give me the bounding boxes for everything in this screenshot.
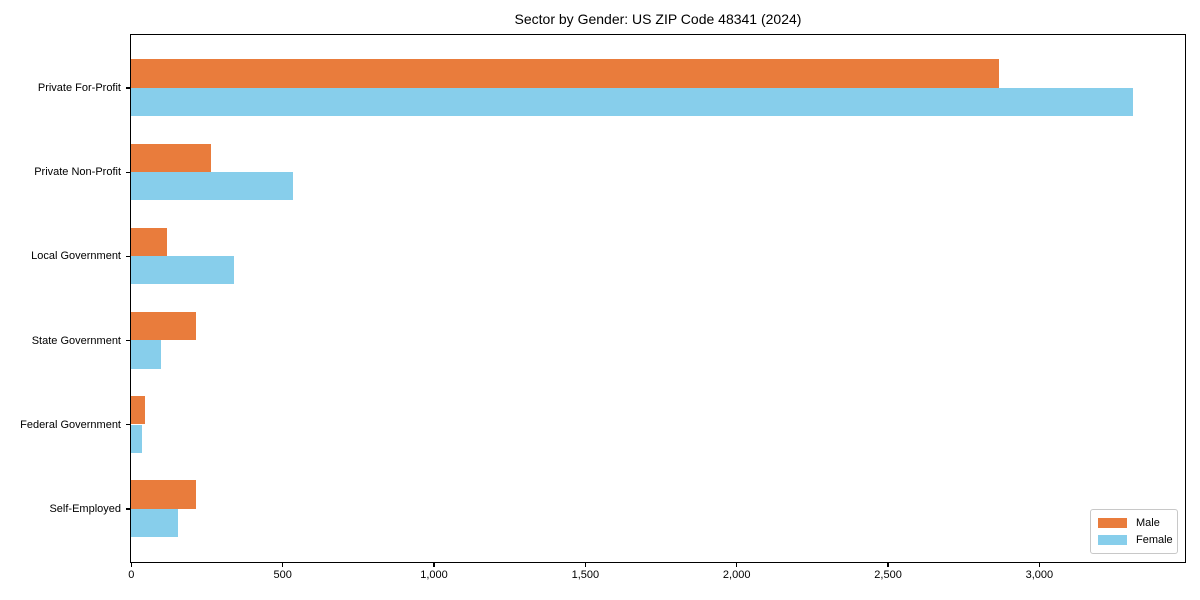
legend-label-male: Male: [1136, 516, 1160, 529]
bar-male-private-non-profit: [131, 143, 212, 172]
y-tick-mark-5: [126, 508, 130, 510]
legend-swatch-female: [1098, 535, 1127, 546]
bar-female-federal-government: [131, 424, 142, 453]
bar-male-federal-government: [131, 396, 145, 425]
y-tick-mark-3: [126, 339, 130, 342]
y-tick-mark-2: [126, 255, 130, 258]
y-tick-mark-1: [126, 171, 130, 173]
bar-male-private-for-profit: [131, 59, 999, 88]
bar-male-local-government: [131, 227, 168, 257]
x-tick-label-5: 2,500: [874, 569, 902, 581]
plot-area: [130, 34, 1186, 563]
x-tick-mark-6: [1038, 563, 1041, 567]
x-tick-mark-2: [433, 563, 435, 567]
bar-female-local-government: [131, 256, 235, 285]
y-axis-label-self-employed: Self-Employed: [49, 503, 121, 515]
legend-label-female: Female: [1136, 534, 1173, 547]
legend: Male Female: [1090, 509, 1178, 554]
x-tick-mark-4: [736, 563, 738, 567]
y-tick-mark-4: [126, 424, 130, 426]
y-axis-label-local-government: Local Government: [31, 250, 121, 263]
bar-female-state-government: [131, 340, 162, 369]
x-tick-label-4: 2,000: [722, 569, 751, 581]
y-axis-label-private-for-profit: Private For-Profit: [37, 82, 121, 94]
bar-male-self-employed: [131, 480, 197, 509]
x-tick-mark-3: [584, 563, 586, 567]
bar-female-private-for-profit: [131, 87, 1134, 116]
x-tick-label-1: 500: [273, 569, 292, 581]
y-axis-label-federal-government: Federal Government: [20, 418, 121, 431]
chart-title: Sector by Gender: US ZIP Code 48341 (202…: [514, 11, 802, 27]
bar-female-private-non-profit: [131, 171, 294, 201]
x-tick-label-2: 1,000: [420, 569, 448, 581]
y-axis-label-state-government: State Government: [31, 334, 121, 347]
x-tick-label-0: 0: [128, 569, 135, 581]
x-tick-label-3: 1,500: [571, 569, 600, 581]
bar-female-self-employed: [131, 508, 178, 537]
x-tick-mark-1: [282, 563, 284, 567]
legend-swatch-male: [1098, 517, 1127, 528]
legend-entry-male: Male: [1098, 517, 1170, 529]
x-tick-mark-5: [887, 563, 889, 567]
x-tick-mark-0: [130, 563, 132, 567]
x-tick-label-6: 3,000: [1025, 569, 1054, 581]
y-axis-label-private-non-profit: Private Non-Profit: [34, 166, 121, 179]
y-tick-mark-0: [126, 87, 130, 89]
legend-entry-female: Female: [1098, 534, 1173, 547]
bar-male-state-government: [131, 312, 197, 341]
